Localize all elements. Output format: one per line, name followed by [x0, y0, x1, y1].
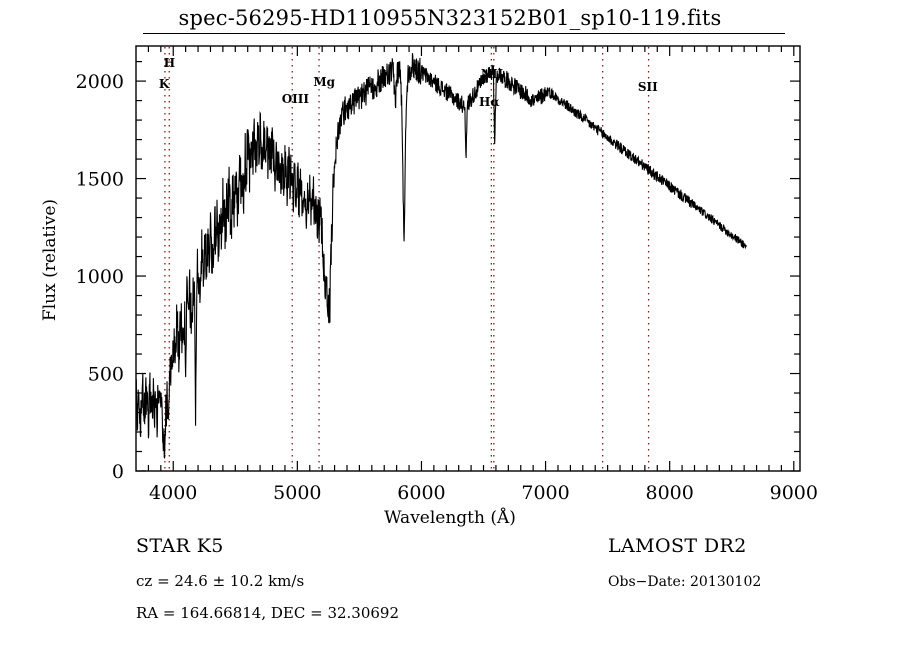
- y-tick-label: 1500: [76, 169, 124, 191]
- footer-radial-velocity: cz = 24.6 ± 10.2 km/s: [136, 572, 305, 590]
- x-tick-label: 4000: [149, 482, 197, 504]
- x-tick-label: 5000: [273, 482, 321, 504]
- spectral-line-label: Hα: [479, 94, 500, 109]
- x-tick-label: 6000: [397, 482, 445, 504]
- x-axis-title: Wavelength (Å): [384, 508, 516, 528]
- axis-ticks: [136, 46, 800, 472]
- x-tick-label: 8000: [646, 482, 694, 504]
- spectral-line-label: Mg: [313, 75, 336, 90]
- spectral-line-label: H: [163, 55, 176, 70]
- y-tick-label: 1000: [76, 266, 124, 288]
- footer-object-type: STAR K5: [136, 535, 224, 557]
- spectral-line-label: SII: [637, 79, 658, 94]
- x-tick-labels: 4000 5000 6000 7000 8000 9000: [149, 482, 818, 504]
- spectrum-trace: [135, 53, 747, 459]
- x-tick-label: 9000: [770, 482, 818, 504]
- footer-survey-name: LAMOST DR2: [608, 535, 747, 557]
- y-tick-label: 500: [88, 364, 124, 386]
- spectral-line-markers: [164, 47, 650, 470]
- y-tick-labels: 0 500 1000 1500 2000: [76, 71, 124, 483]
- spectral-line-label: NII: [480, 67, 504, 82]
- spectral-line-label: K: [158, 76, 170, 91]
- footer-observation-date: Obs−Date: 20130102: [608, 574, 762, 590]
- title-underline: [143, 33, 785, 34]
- y-axis-title: Flux (relative): [40, 198, 60, 322]
- x-tick-label: 7000: [521, 482, 569, 504]
- spectral-line-label: OIII: [281, 91, 309, 106]
- y-tick-label: 2000: [76, 71, 124, 93]
- plot-frame: [135, 45, 801, 472]
- y-tick-label: 0: [112, 461, 124, 483]
- footer-coordinates: RA = 164.66814, DEC = 32.30692: [136, 604, 400, 622]
- page-title: spec-56295-HD110955N323152B01_sp10-119.f…: [178, 6, 722, 30]
